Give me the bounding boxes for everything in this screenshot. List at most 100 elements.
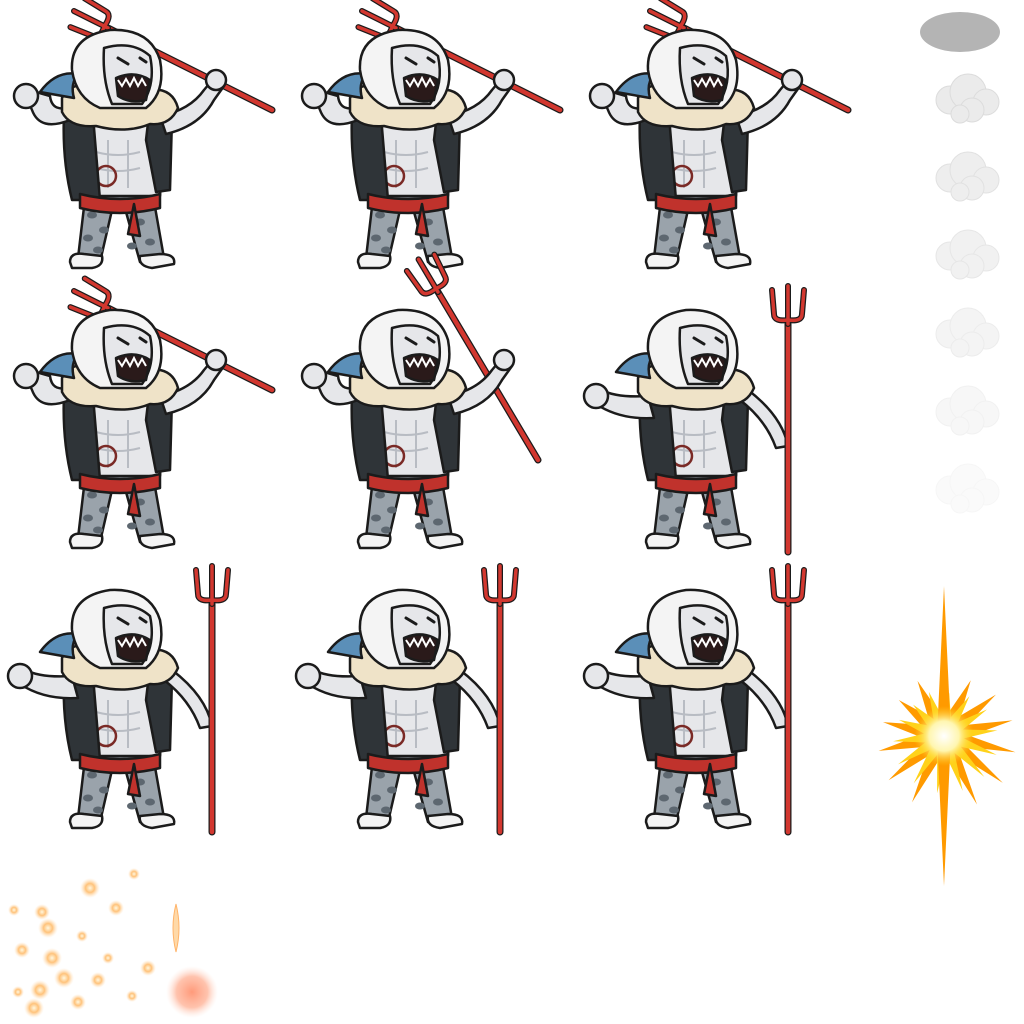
right-fist	[204, 348, 228, 372]
sash-tail	[126, 202, 142, 238]
trident	[481, 563, 519, 836]
teeth	[693, 635, 723, 649]
spark-6	[38, 918, 58, 938]
left-foot	[644, 812, 680, 830]
smoke-puff-5	[935, 385, 1000, 436]
spark-7	[76, 930, 88, 942]
trident-head	[193, 563, 231, 607]
sprite-frame-9	[582, 563, 807, 836]
head	[358, 308, 451, 390]
right-foot	[714, 812, 752, 830]
arms	[12, 68, 228, 136]
sprite-frame-3	[588, 0, 852, 270]
spark-16	[12, 986, 24, 998]
character-frames	[6, 0, 852, 836]
sprite-frame-1	[12, 0, 276, 270]
sprite-frame-4	[12, 275, 276, 550]
left-foot	[356, 532, 392, 550]
head	[358, 588, 451, 670]
right-foot	[138, 812, 176, 830]
orb	[166, 966, 218, 1018]
right-foot	[714, 532, 752, 550]
spark-15	[24, 998, 44, 1018]
eyes	[692, 336, 724, 346]
spark-10	[102, 952, 114, 964]
spark-11	[140, 960, 156, 976]
glint	[172, 903, 180, 953]
spark-2	[34, 904, 50, 920]
trident	[193, 563, 231, 836]
sash-tail	[414, 762, 430, 798]
spark-13	[126, 990, 138, 1002]
right-fist	[204, 68, 228, 92]
spark-17	[90, 972, 106, 988]
eyes	[116, 336, 148, 346]
shadow-ellipse	[920, 12, 1000, 52]
right-foot	[714, 252, 752, 270]
spark-18	[30, 980, 50, 1000]
right-foot	[426, 532, 464, 550]
left-fist	[294, 662, 322, 690]
arms	[12, 348, 228, 416]
teeth	[405, 75, 435, 89]
teeth	[405, 355, 435, 369]
trident-head	[769, 283, 807, 327]
sprite-frame-5	[300, 251, 542, 550]
right-foot	[138, 532, 176, 550]
eyes	[116, 616, 148, 626]
sash	[78, 752, 162, 775]
head	[646, 588, 739, 670]
eyes	[692, 56, 724, 66]
arms	[300, 348, 516, 416]
right-foot	[426, 812, 464, 830]
left-fist	[12, 362, 40, 390]
left-fist	[588, 82, 616, 110]
eyes	[404, 56, 436, 66]
arms	[294, 662, 502, 730]
head	[70, 588, 163, 670]
sash-tail	[702, 202, 718, 238]
sash-tail	[126, 482, 142, 518]
spark-14	[70, 994, 86, 1010]
spark-1	[8, 904, 20, 916]
sprite-frame-8	[294, 563, 519, 836]
teeth	[405, 635, 435, 649]
sash	[78, 472, 162, 495]
sash	[654, 192, 738, 215]
spark-5	[108, 900, 124, 916]
spark-4	[128, 868, 140, 880]
spark-8	[14, 942, 30, 958]
arms	[300, 68, 516, 136]
teeth	[117, 635, 147, 649]
teeth	[693, 355, 723, 369]
sash	[654, 472, 738, 495]
eyes	[404, 616, 436, 626]
trident-head	[481, 563, 519, 607]
trident	[769, 563, 807, 836]
teeth	[117, 75, 147, 89]
eyes	[404, 336, 436, 346]
sprite-frame-6	[582, 283, 807, 556]
head	[70, 308, 163, 390]
sash-tail	[414, 202, 430, 238]
right-fist	[492, 348, 516, 372]
arms	[582, 662, 790, 730]
smoke-puff-2	[935, 151, 1000, 202]
head	[646, 308, 739, 390]
left-foot	[68, 252, 104, 270]
left-foot	[356, 252, 392, 270]
sash-tail	[126, 762, 142, 798]
spark-12	[54, 968, 74, 988]
trident-head	[67, 275, 112, 320]
left-fist	[582, 662, 610, 690]
spark-9	[42, 948, 62, 968]
sash	[366, 472, 450, 495]
eyes	[692, 616, 724, 626]
teeth	[693, 75, 723, 89]
sprite-frame-7	[6, 563, 231, 836]
sprite-frame-2	[300, 0, 564, 270]
sash	[78, 192, 162, 215]
trident-head	[769, 563, 807, 607]
teeth	[117, 355, 147, 369]
trident-head	[355, 0, 400, 40]
